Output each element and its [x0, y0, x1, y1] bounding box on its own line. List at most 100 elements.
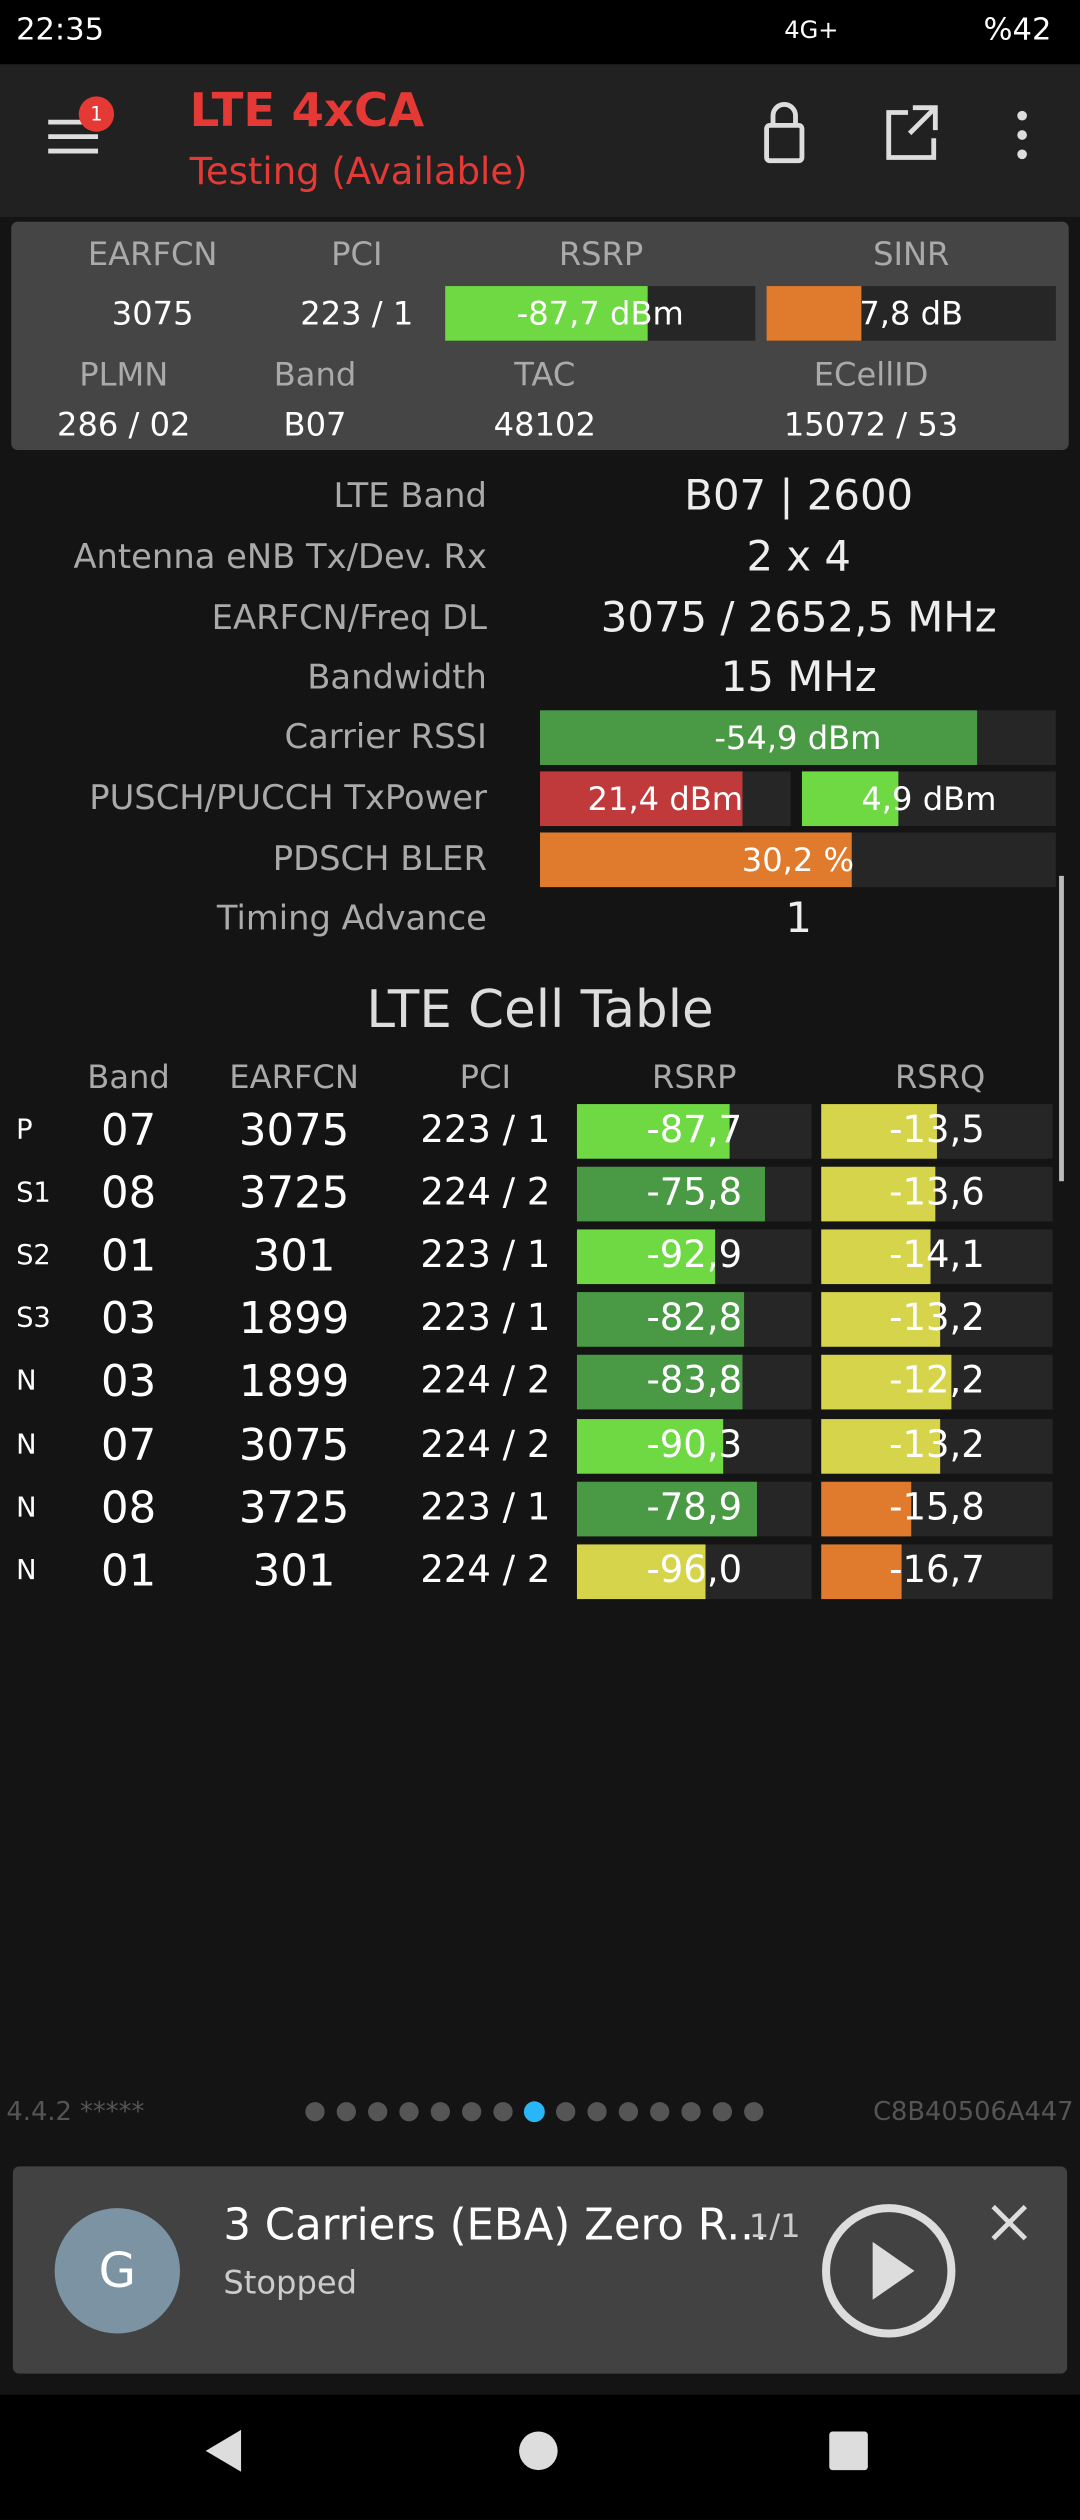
bar-label: -54,9 dBm [714, 718, 882, 757]
bar-fill [821, 1229, 931, 1285]
bar-label: -13,6 [889, 1172, 985, 1215]
page-dots [305, 2101, 764, 2123]
summary-value: B07 [283, 404, 347, 444]
bar-label: -15,8 [889, 1487, 985, 1530]
play-button[interactable] [822, 2204, 956, 2338]
bar-label: -92,9 [646, 1235, 743, 1277]
column-header: PCI [459, 1057, 512, 1097]
row-tag: N [16, 1554, 37, 1588]
cell-pci: 223 / 1 [420, 1109, 551, 1152]
bar-label: -83,8 [646, 1360, 743, 1403]
cell-earfcn: 3075 [238, 1106, 350, 1157]
device-id: C8B40506A447 [873, 2095, 1074, 2127]
recents-button[interactable] [829, 2431, 868, 2471]
media-count: 1/1 [748, 2206, 801, 2246]
cell-earfcn: 301 [252, 1231, 336, 1282]
bar-fill [821, 1292, 941, 1347]
page-dot[interactable] [523, 2101, 545, 2123]
bar-fill [821, 1481, 912, 1537]
detail-label: LTE Band [333, 476, 487, 516]
row-tag: N [16, 1429, 37, 1462]
detail-value: 1 [785, 895, 813, 944]
bar-label: -12,2 [889, 1360, 985, 1403]
bar-fill [821, 1104, 937, 1159]
media-status: Stopped [223, 2262, 358, 2302]
lock-icon[interactable] [764, 102, 805, 164]
bar-fill [576, 1544, 706, 1600]
cell-earfcn: 301 [252, 1546, 336, 1597]
summary-value: 15072 / 53 [783, 404, 959, 444]
page-dot[interactable] [618, 2102, 639, 2122]
cell-pci: 224 / 2 [420, 1424, 551, 1467]
detail-label: Bandwidth [307, 658, 487, 697]
cell-band: 07 [100, 1421, 157, 1472]
summary-label: PCI [331, 234, 383, 274]
bar-label: -82,8 [646, 1297, 743, 1340]
summary-label: SINR [873, 234, 950, 274]
page-dot[interactable] [430, 2102, 450, 2122]
detail-value: 15 MHz [720, 654, 877, 703]
cell-earfcn: 3725 [238, 1169, 350, 1219]
home-button[interactable] [519, 2431, 558, 2471]
page-dot[interactable] [368, 2102, 388, 2122]
close-button[interactable] [991, 2204, 1028, 2241]
cell-earfcn: 1899 [238, 1294, 350, 1345]
page-dot[interactable] [650, 2102, 670, 2122]
bar-label: -78,9 [646, 1487, 743, 1530]
row-tag: N [16, 1365, 37, 1398]
badge-count: 1 [90, 102, 103, 126]
cell-band: 01 [100, 1231, 157, 1282]
bar-fill [821, 1544, 902, 1600]
page-dot[interactable] [399, 2102, 419, 2122]
bar-fill [445, 286, 648, 341]
page-dot[interactable] [305, 2102, 325, 2122]
bar-label: 30,2 % [741, 840, 855, 880]
summary-value: 286 / 02 [56, 404, 191, 444]
cell-pci: 224 / 2 [420, 1360, 551, 1403]
table-title: LTE Cell Table [366, 978, 714, 1040]
back-button[interactable] [205, 2429, 242, 2472]
bar-fill [576, 1419, 723, 1474]
detail-value: 3075 / 2652,5 MHz [600, 594, 997, 643]
summary-label: ECellID [813, 355, 929, 394]
media-card [12, 2166, 1068, 2374]
cell-band: 01 [100, 1546, 157, 1597]
page-dot[interactable] [712, 2102, 733, 2122]
summary-label: RSRP [558, 234, 644, 274]
summary-label: TAC [514, 355, 576, 394]
bar-fill [576, 1166, 766, 1222]
page-dot[interactable] [493, 2102, 513, 2122]
bar-label: -87,7 dBm [516, 294, 684, 333]
version: 4.4.2 ***** [6, 2095, 145, 2127]
status-time: 22:35 [16, 12, 105, 48]
page-dot[interactable] [556, 2102, 576, 2122]
bar-fill [539, 771, 742, 827]
bar-fill [539, 832, 852, 888]
page-dot[interactable] [336, 2102, 356, 2122]
cell-earfcn: 3075 [238, 1421, 350, 1472]
page-dot[interactable] [681, 2102, 701, 2122]
cell-earfcn: 3725 [238, 1484, 350, 1534]
detail-value: B07 | 2600 [684, 472, 914, 521]
column-header: RSRQ [894, 1057, 986, 1097]
bar-fill [576, 1229, 716, 1285]
bar-fill [801, 771, 899, 827]
page-dot[interactable] [587, 2102, 607, 2122]
bar-fill [766, 286, 862, 341]
share-icon[interactable] [886, 105, 938, 160]
cell-pci: 224 / 2 [420, 1550, 551, 1592]
bar-label: -90,3 [646, 1424, 743, 1467]
column-header: Band [87, 1057, 170, 1097]
bar-fill [821, 1166, 936, 1222]
summary-value: 48102 [493, 404, 596, 444]
summary-value: 223 / 1 [300, 294, 414, 333]
detail-value: 2 x 4 [746, 533, 851, 582]
page-dot[interactable] [462, 2102, 482, 2122]
cell-band: 07 [100, 1106, 157, 1157]
bar-label: -75,8 [646, 1172, 743, 1215]
page-dot[interactable] [744, 2102, 764, 2122]
row-tag: S2 [16, 1239, 51, 1273]
more-icon[interactable] [1017, 110, 1027, 160]
bar-fill [576, 1292, 745, 1347]
app-bar [0, 64, 1080, 217]
